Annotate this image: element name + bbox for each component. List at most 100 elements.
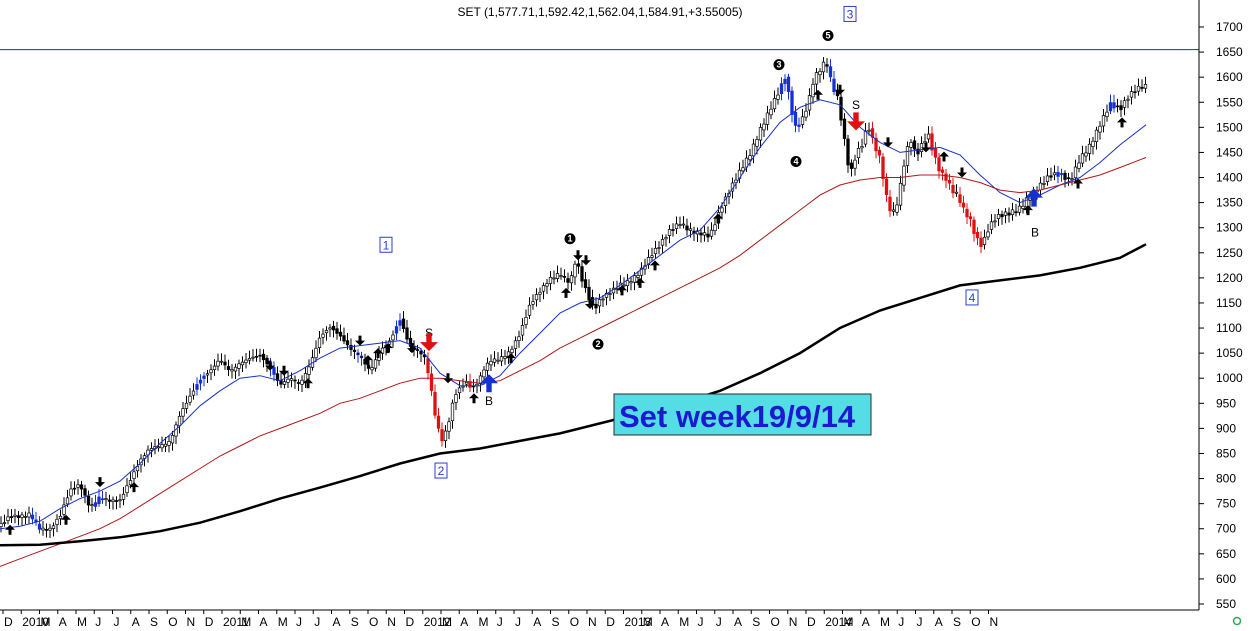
candle-body: [380, 347, 385, 354]
candle-body: [1066, 177, 1071, 180]
candle-body: [916, 148, 920, 155]
candle-body: [216, 360, 220, 367]
signal-letter: S: [852, 98, 860, 112]
candle-body: [1105, 111, 1109, 117]
candle-body: [552, 277, 556, 280]
refresh-icon[interactable]: [1232, 616, 1242, 626]
candle-body: [874, 137, 878, 152]
candle-body: [1122, 100, 1127, 108]
candle-body: [324, 330, 329, 334]
candle-body: [398, 320, 402, 326]
candle-body: [986, 231, 990, 238]
x-tick-label: M: [679, 615, 689, 629]
candle-body: [457, 387, 462, 394]
signal-letter: B: [1031, 226, 1039, 240]
annotations: 1 2 3 4 1 2 3 4 5 S B S B: [5, 5, 1127, 535]
candle-body: [492, 358, 497, 363]
candle-body: [9, 516, 14, 518]
candle-body: [674, 223, 679, 229]
x-tick-label: A: [734, 615, 742, 629]
y-tick-label: 600: [1216, 572, 1236, 586]
candle-body: [79, 484, 84, 490]
arrow-down-icon: [573, 250, 583, 261]
candle-body: [1073, 166, 1078, 179]
circle-label-text: 2: [595, 339, 600, 349]
candle-body: [779, 83, 784, 94]
candle-body: [349, 345, 353, 350]
wave-label-text: 2: [438, 464, 445, 478]
candle-body: [926, 133, 931, 140]
candle-body: [265, 357, 269, 365]
arrow-up-icon: [303, 378, 313, 389]
moving-averages: [0, 99, 1147, 567]
candle-body: [566, 278, 570, 283]
candle-body: [786, 76, 791, 92]
arrow-up-icon: [373, 348, 383, 359]
arrow-up-icon: [506, 353, 516, 364]
candle-body: [846, 138, 850, 166]
y-tick-label: 1300: [1216, 221, 1243, 235]
arrow-down-icon: [407, 343, 417, 354]
candle-body: [254, 355, 259, 358]
candle-body: [608, 293, 612, 295]
candle-body: [601, 298, 605, 301]
candle-body: [289, 378, 294, 381]
x-tick-label: O: [771, 615, 780, 629]
candle-body: [356, 352, 360, 356]
arrow-up-icon: [129, 482, 139, 493]
candle-body: [895, 204, 899, 213]
candle-body: [247, 358, 252, 361]
candle-body: [758, 127, 763, 141]
annotation-text: Set week19/9/14: [619, 399, 856, 434]
x-tick-label: J: [515, 615, 521, 629]
candle-body: [905, 146, 910, 166]
wave-label-text: 4: [969, 291, 976, 305]
candle-body: [1091, 140, 1095, 148]
candle-body: [447, 421, 451, 432]
candle-body: [1094, 129, 1099, 142]
candle-body: [982, 236, 987, 245]
candle-body: [373, 359, 378, 369]
x-tick-label: N: [387, 615, 396, 629]
candle-body: [993, 220, 997, 223]
arrow-down-icon: [585, 298, 595, 309]
arrow-down-icon: [265, 360, 275, 371]
candle-body: [23, 516, 28, 518]
x-tick-label: N: [588, 615, 597, 629]
x-tick-label: A: [333, 615, 341, 629]
candle-body: [748, 155, 752, 161]
circle-label: 3: [773, 59, 785, 71]
candle-body: [1108, 102, 1113, 112]
chart-annotation-label: Set week19/9/14: [613, 393, 872, 436]
wave-label: 3: [843, 5, 857, 22]
candle-body: [429, 373, 434, 391]
candle-body: [1084, 152, 1088, 157]
candle-body: [2, 522, 7, 524]
candle-body: [688, 228, 693, 231]
y-tick-label: 550: [1216, 597, 1236, 611]
y-tick-label: 1350: [1216, 196, 1243, 210]
candle-body: [149, 448, 154, 451]
x-tick-label: A: [661, 615, 669, 629]
candle-body: [513, 340, 518, 349]
candle-body: [170, 434, 175, 444]
candle-body: [401, 318, 406, 329]
candle-body: [20, 514, 24, 518]
candle-body: [223, 361, 227, 366]
candle-body: [811, 83, 815, 98]
candle-body: [776, 94, 780, 100]
candle-body: [1003, 211, 1008, 216]
candle-body: [597, 299, 602, 307]
x-tick-label: A: [935, 615, 943, 629]
candle-body: [832, 78, 836, 92]
x-tick-label: D: [205, 615, 214, 629]
arrow-down-icon: [443, 373, 453, 384]
candle-body: [219, 360, 224, 363]
candle-body: [772, 98, 777, 110]
candle-body: [86, 495, 91, 506]
candle-body: [237, 363, 241, 369]
candle-body: [300, 379, 304, 385]
x-tick-label: M: [880, 615, 890, 629]
y-tick-label: 1500: [1216, 120, 1243, 134]
y-tick-label: 800: [1216, 472, 1236, 486]
